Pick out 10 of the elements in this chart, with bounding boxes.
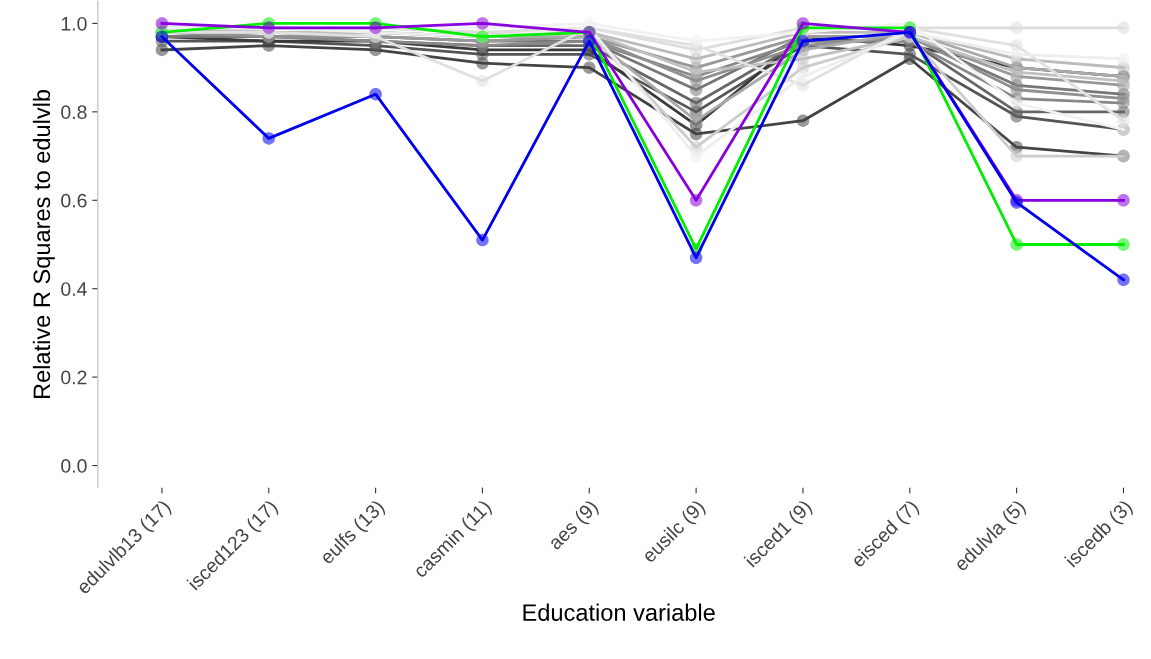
y-tick-label: 0.8 xyxy=(61,105,87,120)
x-axis-title: Education variable xyxy=(523,603,715,621)
x-tick-label: eulfs (13) xyxy=(318,498,388,568)
y-tick-label: 0.6 xyxy=(61,193,87,208)
y-tick-label: 0.4 xyxy=(61,282,87,296)
y-tick-label: 0.2 xyxy=(61,370,87,385)
x-tick-label: aes (9) xyxy=(547,498,602,554)
y-axis-title: Relative R Squares to edulvlb xyxy=(32,89,55,399)
y-tick-label: 1.0 xyxy=(61,16,87,31)
y-tick-label: 0.0 xyxy=(61,459,87,473)
